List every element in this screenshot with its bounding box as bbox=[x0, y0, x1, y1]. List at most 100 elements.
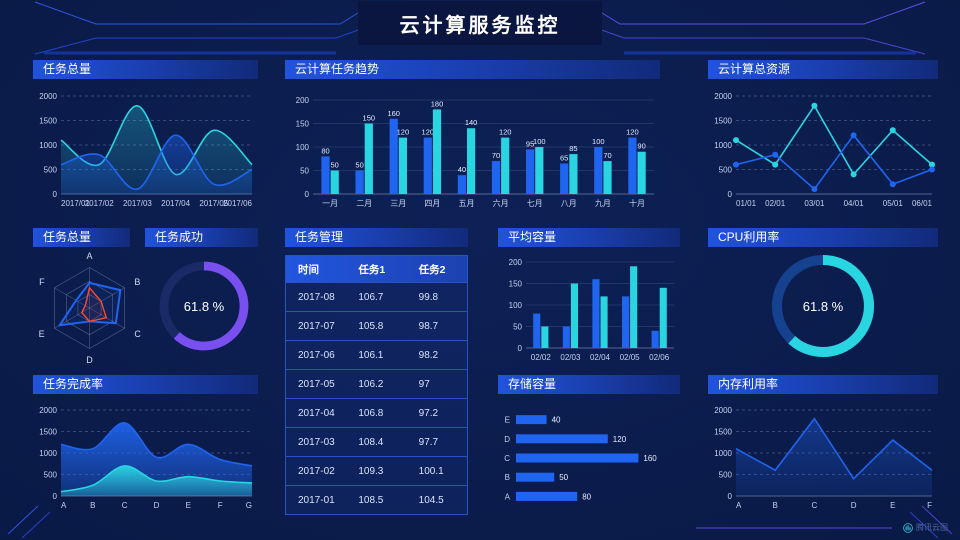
svg-text:120: 120 bbox=[626, 128, 639, 137]
chart-cpu-usage-donut: 61.8 % bbox=[708, 246, 938, 366]
svg-text:2000: 2000 bbox=[714, 92, 732, 101]
chart-memory-usage-line: 0 500 1000 1500 2000 A B C D E F bbox=[708, 398, 938, 512]
svg-text:50: 50 bbox=[355, 161, 363, 170]
svg-text:1500: 1500 bbox=[714, 428, 732, 437]
panel-title-total-resources: 云计算总资源 bbox=[708, 60, 938, 79]
svg-text:160: 160 bbox=[387, 109, 400, 118]
table-cell: 2017-02 bbox=[298, 465, 335, 477]
svg-text:50: 50 bbox=[559, 473, 568, 482]
chart-total-resources-line: 0 500 1000 1500 2000 01/01 02/01 03/01 04/01 05/0… bbox=[708, 84, 938, 210]
svg-text:十月: 十月 bbox=[629, 198, 645, 208]
tencent-cloud-chart-logo-icon bbox=[903, 522, 913, 533]
svg-text:120: 120 bbox=[499, 128, 512, 137]
svg-text:C: C bbox=[504, 454, 510, 463]
table-header-cell: 时间 bbox=[298, 263, 319, 276]
svg-text:A: A bbox=[86, 251, 92, 261]
svg-text:40: 40 bbox=[552, 416, 561, 425]
svg-text:100: 100 bbox=[296, 143, 310, 152]
table-row: 2017-07 105.8 98.7 bbox=[286, 312, 467, 341]
svg-text:50: 50 bbox=[300, 167, 309, 176]
svg-text:04/01: 04/01 bbox=[844, 199, 865, 208]
panel-title-task-trend: 云计算任务趋势 bbox=[285, 60, 660, 79]
svg-text:2000: 2000 bbox=[39, 406, 57, 415]
chart-task-success-donut: 61.8 % bbox=[150, 248, 258, 364]
svg-text:0: 0 bbox=[305, 190, 310, 199]
table-header-row: 时间 任务1 任务2 bbox=[286, 256, 467, 283]
table-cell: 2017-08 bbox=[298, 291, 335, 303]
svg-text:2000: 2000 bbox=[39, 92, 57, 101]
table-cell: 2017-01 bbox=[298, 494, 335, 506]
watermark: 腾讯云图 bbox=[903, 522, 948, 533]
svg-text:02/05: 02/05 bbox=[620, 353, 641, 362]
svg-text:02/01: 02/01 bbox=[765, 199, 786, 208]
svg-text:61.8 %: 61.8 % bbox=[184, 299, 225, 314]
panel-title-task-success: 任务成功 bbox=[145, 228, 258, 247]
svg-text:2017/06: 2017/06 bbox=[223, 199, 252, 208]
table-cell: 108.5 bbox=[358, 494, 384, 506]
table-row: 2017-03 108.4 97.7 bbox=[286, 428, 467, 457]
panel-title-tasks-total-radar: 任务总量 bbox=[33, 228, 130, 247]
panel-title-storage: 存储容量 bbox=[498, 375, 680, 394]
svg-text:2017/02: 2017/02 bbox=[85, 199, 114, 208]
svg-text:02/06: 02/06 bbox=[649, 353, 670, 362]
svg-text:120: 120 bbox=[422, 128, 435, 137]
table-cell: 108.4 bbox=[358, 436, 384, 448]
svg-text:150: 150 bbox=[363, 114, 376, 123]
svg-text:1000: 1000 bbox=[714, 449, 732, 458]
svg-text:F: F bbox=[218, 501, 223, 510]
panel-title-tasks-total: 任务总量 bbox=[33, 60, 258, 79]
svg-text:1000: 1000 bbox=[39, 449, 57, 458]
svg-text:80: 80 bbox=[321, 146, 329, 155]
svg-text:2000: 2000 bbox=[714, 406, 732, 415]
svg-text:50: 50 bbox=[331, 161, 339, 170]
svg-text:八月: 八月 bbox=[561, 199, 577, 208]
svg-text:1500: 1500 bbox=[39, 428, 57, 437]
svg-text:500: 500 bbox=[44, 166, 58, 175]
svg-text:500: 500 bbox=[44, 471, 58, 480]
svg-text:D: D bbox=[86, 355, 93, 365]
svg-text:D: D bbox=[851, 501, 857, 510]
svg-text:0: 0 bbox=[518, 344, 523, 353]
svg-text:160: 160 bbox=[643, 454, 657, 463]
chart-tasks-total-area: 0 500 1000 1500 2000 2017/01 2017/02 2017/03 201… bbox=[33, 84, 258, 210]
table-cell: 105.8 bbox=[358, 320, 384, 332]
table-cell: 106.7 bbox=[358, 291, 384, 303]
svg-text:140: 140 bbox=[465, 118, 478, 127]
table-cell: 2017-05 bbox=[298, 378, 335, 390]
table-header-cell: 任务2 bbox=[418, 263, 446, 276]
svg-text:0: 0 bbox=[53, 190, 58, 199]
chart-completion-rate-area: 0 500 1000 1500 2000 A B C D E F G bbox=[33, 398, 258, 512]
svg-text:B: B bbox=[90, 501, 95, 510]
svg-text:1000: 1000 bbox=[39, 141, 57, 150]
svg-text:0: 0 bbox=[728, 190, 733, 199]
svg-text:D: D bbox=[504, 435, 510, 444]
table-cell: 104.5 bbox=[418, 494, 444, 506]
svg-text:200: 200 bbox=[296, 96, 310, 105]
svg-text:G: G bbox=[246, 501, 252, 510]
svg-text:100: 100 bbox=[509, 301, 523, 310]
panel-title-avg-capacity: 平均容量 bbox=[498, 228, 680, 247]
svg-text:70: 70 bbox=[603, 151, 611, 160]
svg-text:100: 100 bbox=[592, 137, 605, 146]
svg-text:61.8 %: 61.8 % bbox=[803, 299, 844, 314]
chart-tasks-total-radar: A B C D E F bbox=[33, 248, 148, 366]
chart-storage-hbars: E 40 D 120 C 160 B 50 A 80 bbox=[498, 398, 680, 512]
table-row: 2017-01 108.5 104.5 bbox=[286, 486, 467, 514]
svg-text:E: E bbox=[890, 501, 895, 510]
panel-title-cpu-usage: CPU利用率 bbox=[708, 228, 938, 247]
svg-text:B: B bbox=[134, 277, 140, 287]
svg-text:C: C bbox=[812, 501, 818, 510]
svg-text:C: C bbox=[122, 501, 128, 510]
svg-text:D: D bbox=[154, 501, 160, 510]
table-row: 2017-08 106.7 99.8 bbox=[286, 283, 467, 312]
svg-text:03/01: 03/01 bbox=[804, 199, 825, 208]
svg-text:A: A bbox=[736, 501, 742, 510]
table-cell: 97.7 bbox=[418, 436, 439, 448]
svg-text:0: 0 bbox=[53, 492, 58, 501]
svg-text:500: 500 bbox=[719, 166, 733, 175]
svg-text:0: 0 bbox=[728, 492, 733, 501]
table-row: 2017-04 106.8 97.2 bbox=[286, 399, 467, 428]
svg-text:05/01: 05/01 bbox=[883, 199, 904, 208]
svg-text:2017/05: 2017/05 bbox=[199, 199, 228, 208]
